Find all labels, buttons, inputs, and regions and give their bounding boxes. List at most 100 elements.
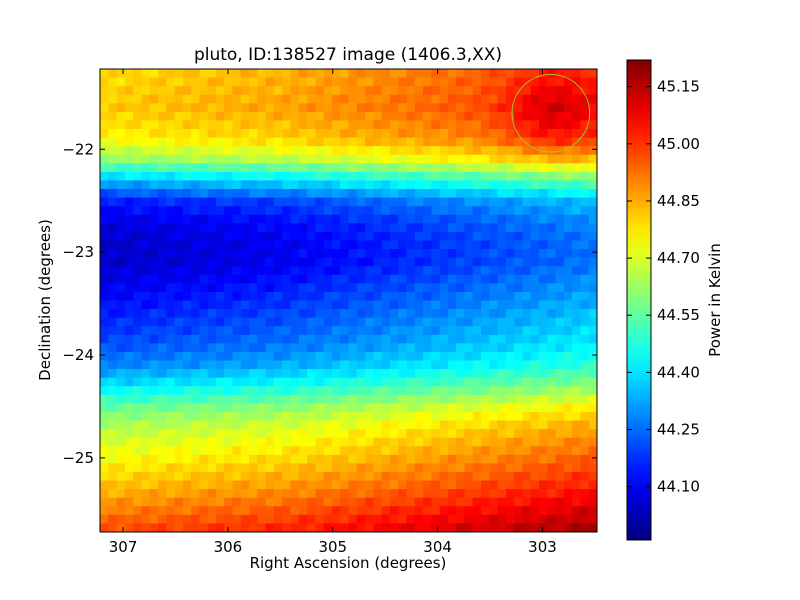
heatmap-cell [249,334,258,344]
heatmap-cell [116,240,126,250]
heatmap-cell [414,163,424,173]
heatmap-cell [331,514,341,525]
heatmap-cell [273,411,283,422]
heatmap-cell [166,403,176,413]
heatmap-cell [481,94,490,104]
heatmap-cell [464,103,474,113]
heatmap-cell [191,300,200,310]
heatmap-cell [563,240,573,250]
heatmap-cell [315,480,325,490]
heatmap-cell [365,103,374,113]
heatmap-cell [191,514,200,525]
heatmap-cell [456,257,466,267]
heatmap-cell [356,197,366,207]
heatmap-cell [389,411,399,422]
heatmap-cell [133,223,143,233]
heatmap-cell [282,77,292,87]
heatmap-cell [389,429,399,439]
heatmap-cell [555,394,565,404]
heatmap-cell [505,266,515,276]
heatmap-cell [166,300,176,310]
heatmap-cell [232,506,242,516]
heatmap-cell [514,180,524,190]
heatmap-cell [331,309,341,319]
heatmap-cell [199,94,209,104]
heatmap-cell [356,454,366,464]
heatmap-cell [141,317,151,327]
heatmap-cell [157,274,167,284]
heatmap-cell [124,154,134,164]
heatmap-cell [514,309,524,319]
heatmap-cell [522,163,532,173]
heatmap-cell [447,326,457,336]
heatmap-cell [497,497,507,507]
heatmap-cell [481,437,490,447]
heatmap-cell [447,240,457,250]
heatmap-cell [389,197,399,207]
heatmap-cell [290,223,300,233]
heatmap-cell [315,326,325,336]
heatmap-cell [340,257,350,267]
heatmap-cell [563,411,573,422]
heatmap-cell [414,257,424,267]
heatmap-cell [100,231,109,242]
heatmap-cell [539,94,548,104]
heatmap-cell [439,69,449,79]
heatmap-cell [414,343,424,353]
heatmap-cell [414,351,424,362]
heatmap-cell [431,377,441,387]
heatmap-cell [282,471,292,482]
heatmap-cell [588,497,597,507]
heatmap-cell [547,369,557,379]
heatmap-cell [157,506,167,516]
heatmap-cell [290,180,300,190]
heatmap-cell [282,154,292,164]
heatmap-cell [572,454,582,464]
heatmap-cell [580,403,590,413]
heatmap-cell [166,86,176,96]
heatmap-cell [423,120,432,130]
heatmap-cell [199,206,209,216]
heatmap-cell [265,386,275,396]
heatmap-cell [423,197,432,207]
heatmap-cell [199,489,209,499]
heatmap-cell [464,489,474,499]
heatmap-cell [133,506,143,516]
heatmap-cell [373,240,383,250]
heatmap-cell [530,146,540,156]
heatmap-cell [182,360,192,370]
heatmap-cell [191,446,200,456]
heatmap-cell [414,146,424,156]
heatmap-cell [249,231,258,242]
heatmap-cell [588,231,597,242]
heatmap-cell [340,463,350,473]
heatmap-cell [505,326,515,336]
heatmap-cell [108,154,118,164]
heatmap-cell [149,274,159,284]
heatmap-cell [298,171,308,182]
heatmap-cell [323,497,333,507]
heatmap-cell [108,266,118,276]
heatmap-cell [315,189,325,199]
heatmap-cell [174,86,184,96]
heatmap-cell [481,69,490,79]
heatmap-cell [240,240,250,250]
heatmap-cell [522,266,532,276]
heatmap-cell [563,283,573,293]
heatmap-cell [348,351,358,362]
heatmap-cell [199,240,209,250]
heatmap-cell [174,454,184,464]
heatmap-cell [133,326,143,336]
heatmap-cell [232,146,242,156]
heatmap-cell [249,454,258,464]
heatmap-cell [224,454,234,464]
heatmap-cell [439,180,449,190]
heatmap-cell [406,120,416,130]
heatmap-cell [423,334,432,344]
heatmap-cell [323,257,333,267]
heatmap-cell [340,429,350,439]
heatmap-cell [298,146,308,156]
heatmap-cell [580,77,590,87]
heatmap-cell [389,454,399,464]
heatmap-cell [331,523,341,532]
